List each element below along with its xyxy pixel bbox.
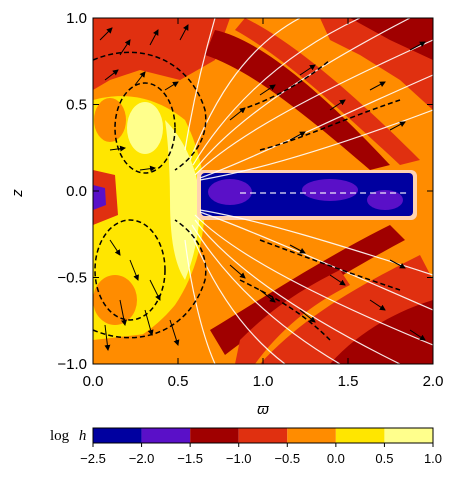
x-axis: 0.0 0.5 1.0 1.5 2.0: [83, 18, 444, 390]
x-tick-label: 0.0: [83, 373, 104, 390]
colorbar-bins: [93, 428, 433, 443]
colorbar-bin: [190, 428, 239, 443]
colorbar-bin: [287, 428, 336, 443]
colorbar-bin: [384, 428, 433, 443]
colorbar-title: log h: [50, 428, 86, 444]
colorbar-tick-label: 1.0: [424, 451, 442, 466]
y-tick-label: −0.5: [57, 270, 87, 287]
y-tick-label: 1.0: [66, 10, 87, 27]
colorbar-bin: [335, 428, 385, 443]
x-tick-label: 0.5: [168, 373, 189, 390]
vector-arrows: [99, 24, 426, 351]
y-tick-label: −1.0: [57, 356, 87, 373]
colorbar-tick-label: −2.0: [129, 451, 155, 466]
colorbar-bin: [93, 428, 142, 443]
colorbar-tick-label: −0.5: [274, 451, 300, 466]
colorbar-bin: [238, 428, 288, 443]
x-tick-label: 2.0: [423, 373, 444, 390]
x-tick-label: 1.5: [338, 373, 359, 390]
colorbar-tick-label: −1.0: [226, 451, 252, 466]
field-lines: [184, 18, 433, 364]
colorbar-frame: [92, 427, 434, 444]
colorbar-ticks: −2.5 −2.0 −1.5 −1.0 −0.5 0.0 0.5 1.0: [80, 443, 442, 466]
colorbar-tick-label: −1.5: [177, 451, 203, 466]
y-axis: −1.0 −0.5 0.0 0.5 1.0: [57, 10, 433, 373]
heatmap: [93, 18, 433, 364]
colorbar-tick-label: −2.5: [80, 451, 106, 466]
colorbar-tick-label: 0.5: [375, 451, 393, 466]
colorbar-bin: [141, 428, 191, 443]
colorbar-title-prefix: log: [50, 428, 70, 444]
negative-contours: [93, 51, 401, 341]
colorbar-tick-label: 0.0: [327, 451, 345, 466]
y-tick-label: 0.5: [66, 97, 87, 114]
colorbar-title-var: h: [79, 428, 87, 444]
x-tick-label: 1.0: [253, 373, 274, 390]
y-axis-label: z: [9, 189, 26, 198]
x-axis-label: ϖ: [257, 401, 269, 418]
y-tick-label: 0.0: [66, 183, 87, 200]
colorbar: log h −2.5 −2.0 −1.5 −1.0 −0.5 0.0 0.5 1.0: [50, 427, 442, 466]
